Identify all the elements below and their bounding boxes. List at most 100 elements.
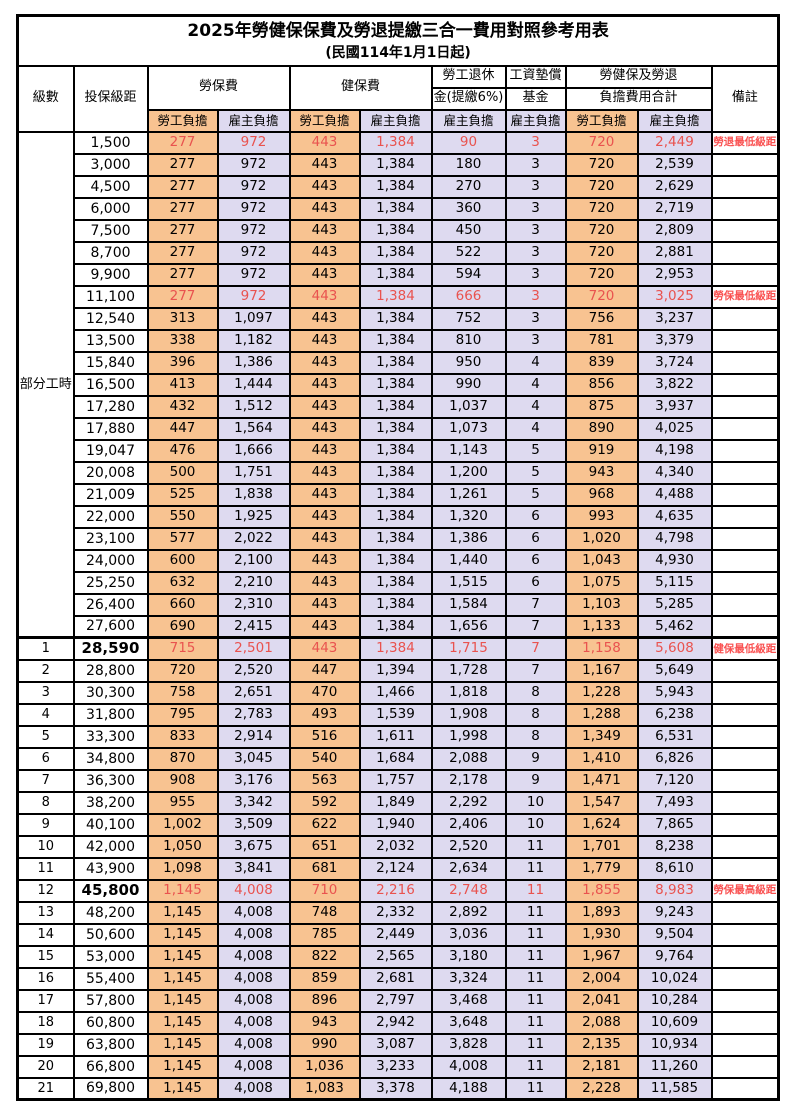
pension-employer-cell: 3,468 bbox=[430, 988, 507, 1013]
labor-employer-cell: 4,008 bbox=[216, 878, 291, 903]
bracket-cell: 24,000 bbox=[72, 548, 149, 573]
page-subtitle: (民國114年1月1日起) bbox=[325, 44, 471, 61]
table-row: 16 55,400 1,145 4,008 859 2,681 3,324 11 2,004 10… bbox=[16, 966, 780, 991]
total-employer-cell: 5,608 bbox=[636, 636, 713, 661]
health-employer-cell: 1,384 bbox=[358, 174, 433, 199]
labor-employee-cell: 758 bbox=[146, 680, 219, 705]
table-header: 2025年勞健保保費及勞退提繳三合一費用對照參考用表 (民國114年1月1日起)… bbox=[16, 14, 780, 133]
wagefund-employer-cell: 11 bbox=[504, 1032, 567, 1057]
labor-employee-cell: 1,145 bbox=[146, 1010, 219, 1035]
total-employee-cell: 993 bbox=[564, 504, 639, 529]
health-employee-cell: 443 bbox=[288, 218, 361, 243]
health-employer-cell: 1,466 bbox=[358, 680, 433, 705]
total-employee-cell: 720 bbox=[564, 218, 639, 243]
total-employer-cell: 6,826 bbox=[636, 746, 713, 771]
health-employer-cell: 2,332 bbox=[358, 900, 433, 925]
remark-cell: 勞保最高級距 bbox=[710, 878, 780, 903]
total-employer-cell: 11,260 bbox=[636, 1054, 713, 1079]
wagefund-employer-cell: 11 bbox=[504, 1054, 567, 1079]
health-employer-cell: 1,384 bbox=[358, 614, 433, 639]
header-row-sub: 勞工負擔 雇主負擔 勞工負擔 雇主負擔 雇主負擔 雇主負擔 勞工負擔 雇主負擔 bbox=[18, 108, 779, 133]
remark-cell bbox=[710, 350, 780, 375]
table-row: 19 63,800 1,145 4,008 990 3,087 3,828 11 2,135 10… bbox=[16, 1032, 780, 1057]
remark-cell bbox=[710, 592, 780, 617]
remark-cell bbox=[710, 482, 780, 507]
labor-employer-cell: 4,008 bbox=[216, 944, 291, 969]
total-employer-cell: 4,930 bbox=[636, 548, 713, 573]
total-employee-cell: 2,181 bbox=[564, 1054, 639, 1079]
remark-cell bbox=[710, 196, 780, 221]
level-cell: 2 bbox=[16, 658, 75, 683]
wagefund-employer-cell: 11 bbox=[504, 966, 567, 991]
total-employee-cell: 1,967 bbox=[564, 944, 639, 969]
bracket-cell: 13,500 bbox=[72, 328, 149, 353]
labor-employee-cell: 870 bbox=[146, 746, 219, 771]
total-employee-cell: 1,471 bbox=[564, 768, 639, 793]
pension-employer-cell: 270 bbox=[430, 174, 507, 199]
level-cell: 19 bbox=[16, 1032, 75, 1057]
labor-employer-cell: 972 bbox=[216, 174, 291, 199]
pension-employer-cell: 1,200 bbox=[430, 460, 507, 485]
total-employee-cell: 1,893 bbox=[564, 900, 639, 925]
wagefund-employer-cell: 5 bbox=[504, 482, 567, 507]
total-employer-cell: 6,238 bbox=[636, 702, 713, 727]
table-row: 19,047 476 1,666 443 1,384 1,143 5 919 4,198 bbox=[18, 438, 780, 463]
wagefund-employer-cell: 4 bbox=[504, 416, 567, 441]
bracket-cell: 36,300 bbox=[72, 768, 149, 793]
total-employer-cell: 3,822 bbox=[636, 372, 713, 397]
health-employee-cell: 443 bbox=[288, 306, 361, 331]
bracket-cell: 50,600 bbox=[72, 922, 149, 947]
labor-employer-cell: 1,097 bbox=[216, 306, 291, 331]
total-employer-cell: 4,025 bbox=[636, 416, 713, 441]
health-employee-cell: 1,036 bbox=[288, 1054, 361, 1079]
health-employee-cell: 943 bbox=[288, 1010, 361, 1035]
total-employer-cell: 3,937 bbox=[636, 394, 713, 419]
health-employee-cell: 443 bbox=[288, 284, 361, 309]
remark-cell bbox=[710, 438, 780, 463]
health-employee-cell: 516 bbox=[288, 724, 361, 749]
labor-employer-cell: 2,520 bbox=[216, 658, 291, 683]
title-row: 2025年勞健保保費及勞退提繳三合一費用對照參考用表 (民國114年1月1日起) bbox=[16, 14, 780, 67]
bracket-cell: 17,880 bbox=[72, 416, 149, 441]
remark-cell: 健保最低級距 bbox=[710, 636, 780, 661]
health-employer-cell: 1,384 bbox=[358, 504, 433, 529]
premium-reference-table: 2025年勞健保保費及勞退提繳三合一費用對照參考用表 (民國114年1月1日起)… bbox=[16, 14, 781, 1101]
health-employee-cell: 710 bbox=[288, 878, 361, 903]
wagefund-employer-cell: 9 bbox=[504, 746, 567, 771]
labor-employer-cell: 1,386 bbox=[216, 350, 291, 375]
table-row: 14 50,600 1,145 4,008 785 2,449 3,036 11 1,930 9,… bbox=[16, 922, 780, 947]
wagefund-employer-cell: 11 bbox=[504, 856, 567, 881]
table-row: 4,500 277 972 443 1,384 270 3 720 2,629 bbox=[18, 174, 780, 199]
health-employee-cell: 443 bbox=[288, 196, 361, 221]
bracket-cell: 4,500 bbox=[72, 174, 149, 199]
total-employee-cell: 756 bbox=[564, 306, 639, 331]
table-row: 23,100 577 2,022 443 1,384 1,386 6 1,020 4,798 bbox=[18, 526, 780, 551]
pension-employer-cell: 1,037 bbox=[430, 394, 507, 419]
table-row: 8,700 277 972 443 1,384 522 3 720 2,881 bbox=[18, 240, 780, 265]
labor-employer-cell: 3,509 bbox=[216, 812, 291, 837]
total-employee-cell: 781 bbox=[564, 328, 639, 353]
remark-cell bbox=[710, 900, 780, 925]
labor-employee-cell: 1,145 bbox=[146, 1032, 219, 1057]
table-row: 18 60,800 1,145 4,008 943 2,942 3,648 11 2,088 10… bbox=[16, 1010, 780, 1035]
page-title: 2025年勞健保保費及勞退提繳三合一費用對照參考用表 bbox=[187, 21, 609, 42]
wagefund-employer-cell: 3 bbox=[504, 174, 567, 199]
pension-employer-cell: 2,406 bbox=[430, 812, 507, 837]
health-employer-cell: 1,384 bbox=[358, 328, 433, 353]
health-employee-cell: 443 bbox=[288, 350, 361, 375]
labor-employee-cell: 277 bbox=[146, 174, 219, 199]
table-row: 15,840 396 1,386 443 1,384 950 4 839 3,724 bbox=[18, 350, 780, 375]
table-row: 11,100 277 972 443 1,384 666 3 720 3,025 勞保最低級距 bbox=[18, 284, 780, 309]
labor-employer-cell: 4,008 bbox=[216, 966, 291, 991]
labor-employer-cell: 972 bbox=[216, 240, 291, 265]
col-group-pension-line1: 勞工退休 bbox=[430, 64, 507, 89]
labor-employer-cell: 3,176 bbox=[216, 768, 291, 793]
table-row: 20,008 500 1,751 443 1,384 1,200 5 943 4,340 bbox=[18, 460, 780, 485]
health-employee-cell: 592 bbox=[288, 790, 361, 815]
pension-employer-cell: 2,748 bbox=[430, 878, 507, 903]
health-employer-cell: 1,384 bbox=[358, 130, 433, 155]
total-employee-cell: 720 bbox=[564, 130, 639, 155]
health-employee-cell: 443 bbox=[288, 240, 361, 265]
labor-employer-cell: 2,210 bbox=[216, 570, 291, 595]
wagefund-employer-cell: 11 bbox=[504, 944, 567, 969]
